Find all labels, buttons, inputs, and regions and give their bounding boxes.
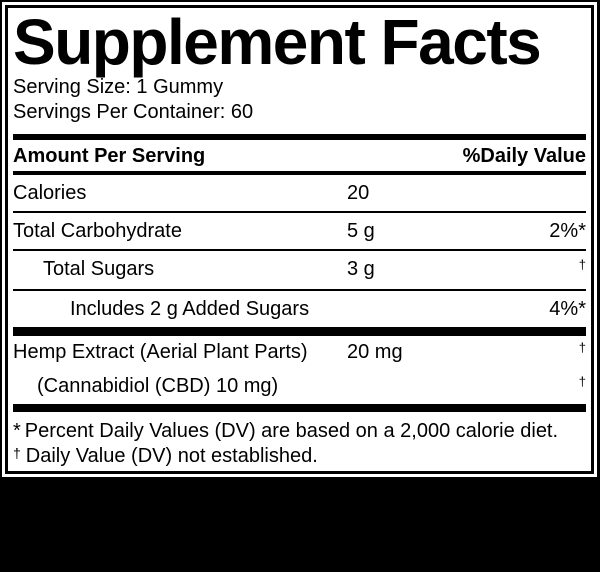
nutrient-name: Total Carbohydrate	[13, 220, 182, 242]
table-row-hemp-extract: Hemp Extract (Aerial Plant Parts) 20 mg …	[13, 336, 586, 370]
thin-rule	[13, 289, 586, 291]
nutrient-name: (Cannabidiol (CBD) 10 mg)	[37, 375, 279, 397]
table-row-calories: Calories 20	[13, 175, 586, 211]
asterisk-marker: *	[13, 420, 21, 442]
footnotes: * Percent Daily Values (DV) are based on …	[13, 419, 586, 470]
heavy-rule-top	[13, 134, 586, 140]
table-row-cannabidiol: (Cannabidiol (CBD) 10 mg) †	[13, 370, 586, 404]
supplement-facts-label: Supplement Facts Serving Size: 1 Gummy S…	[2, 2, 597, 477]
label-title: Supplement Facts	[13, 6, 542, 78]
nutrient-amount: 3 g	[347, 258, 375, 280]
servings-per-container-text: Servings Per Container: 60	[13, 101, 254, 123]
nutrient-daily-value-dagger: †	[578, 257, 586, 272]
table-row-total-carbohydrate: Total Carbohydrate 5 g 2%*	[13, 213, 586, 249]
nutrient-name: Includes 2 g Added Sugars	[70, 298, 310, 320]
heavy-rule-bottom	[13, 404, 586, 412]
nutrient-amount: 5 g	[347, 220, 375, 242]
nutrient-name: Calories	[13, 182, 87, 204]
facts-border-box: Supplement Facts Serving Size: 1 Gummy S…	[5, 5, 594, 474]
medium-rule-header	[13, 171, 586, 175]
daily-value-header: %Daily Value	[462, 145, 586, 167]
footnote-percent-dv: * Percent Daily Values (DV) are based on …	[13, 419, 586, 444]
nutrient-amount: 20	[347, 182, 370, 204]
serving-size-text: Serving Size: 1 Gummy	[13, 76, 224, 98]
nutrient-amount: 20 mg	[347, 341, 403, 363]
amount-per-serving-header: Amount Per Serving	[13, 145, 206, 167]
dagger-marker: †	[13, 445, 21, 461]
heavy-rule-mid	[13, 327, 586, 336]
nutrient-daily-value-dagger: †	[578, 340, 586, 355]
nutrient-daily-value: 4%*	[549, 298, 586, 320]
footnote-text: Percent Daily Values (DV) are based on a…	[24, 420, 559, 442]
nutrient-name: Hemp Extract (Aerial Plant Parts)	[13, 341, 308, 363]
thin-rule	[13, 249, 586, 251]
table-row-total-sugars: Total Sugars 3 g †	[13, 251, 586, 289]
nutrient-name: Total Sugars	[43, 258, 155, 280]
thin-rule	[13, 211, 586, 213]
footnote-dv-not-established: † Daily Value (DV) not established.	[13, 444, 586, 470]
table-header-row: Amount Per Serving %Daily Value	[13, 140, 586, 171]
footnote-text: Daily Value (DV) not established.	[25, 445, 318, 467]
serving-info: Serving Size: 1 Gummy Servings Per Conta…	[13, 75, 586, 125]
table-row-added-sugars: Includes 2 g Added Sugars 4%*	[13, 291, 586, 327]
nutrient-daily-value: 2%*	[549, 220, 586, 242]
nutrient-daily-value-dagger: †	[578, 374, 586, 389]
